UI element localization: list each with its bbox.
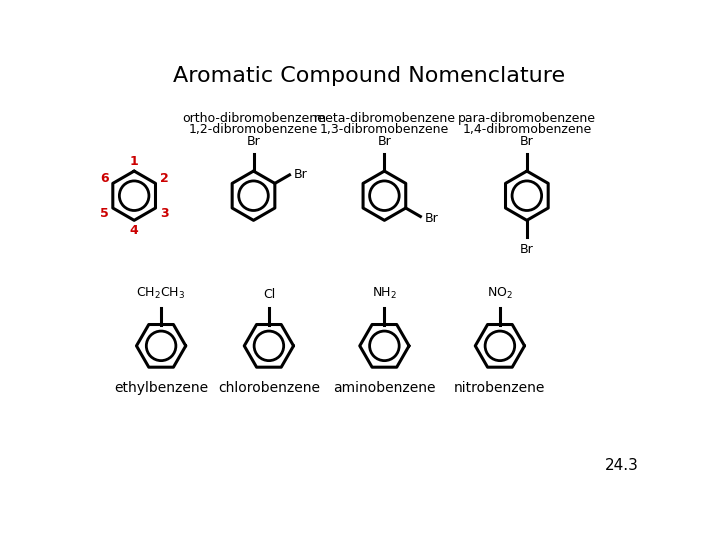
Text: CH$_2$CH$_3$: CH$_2$CH$_3$	[137, 286, 186, 301]
Text: ortho-dibromobenzene: ortho-dibromobenzene	[182, 112, 325, 125]
Text: 4: 4	[130, 224, 138, 237]
Text: chlorobenzene: chlorobenzene	[218, 381, 320, 395]
Text: Br: Br	[247, 135, 261, 148]
Text: aminobenzene: aminobenzene	[333, 381, 436, 395]
Text: NO$_2$: NO$_2$	[487, 286, 513, 301]
Text: Br: Br	[520, 135, 534, 148]
Text: para-dibromobenzene: para-dibromobenzene	[458, 112, 596, 125]
Text: meta-dibromobenzene: meta-dibromobenzene	[313, 112, 456, 125]
Text: 2: 2	[160, 172, 168, 185]
Text: Br: Br	[377, 135, 391, 148]
Text: Br: Br	[425, 212, 438, 225]
Text: ethylbenzene: ethylbenzene	[114, 381, 208, 395]
Text: NH$_2$: NH$_2$	[372, 286, 397, 301]
Text: nitrobenzene: nitrobenzene	[454, 381, 546, 395]
Text: 1: 1	[130, 154, 138, 167]
Text: 1,3-dibromobenzene: 1,3-dibromobenzene	[320, 123, 449, 136]
Text: Br: Br	[294, 168, 308, 181]
Text: 24.3: 24.3	[605, 458, 639, 473]
Text: Br: Br	[520, 244, 534, 256]
Text: 1,2-dibromobenzene: 1,2-dibromobenzene	[189, 123, 318, 136]
Text: 5: 5	[100, 206, 109, 220]
Text: 6: 6	[100, 172, 109, 185]
Text: 3: 3	[160, 206, 168, 220]
Text: Aromatic Compound Nomenclature: Aromatic Compound Nomenclature	[173, 66, 565, 86]
Text: 1,4-dibromobenzene: 1,4-dibromobenzene	[462, 123, 591, 136]
Text: Cl: Cl	[263, 288, 275, 301]
